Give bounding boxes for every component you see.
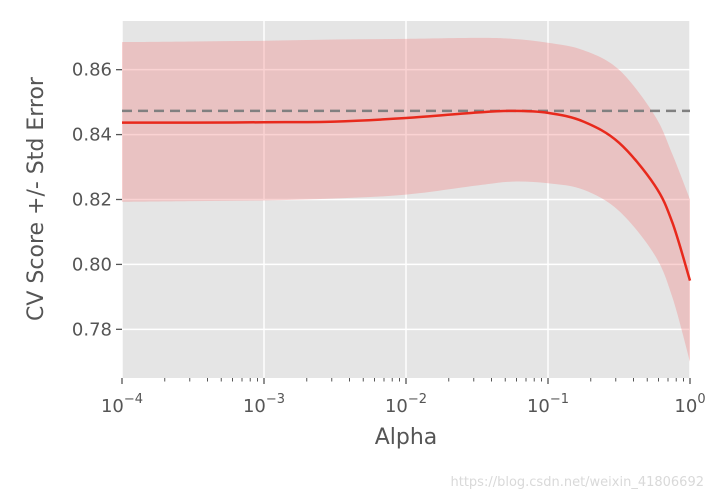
- x-tick-label: 100: [674, 392, 705, 417]
- x-tick-label: 10−3: [243, 392, 285, 417]
- y-tick-label: 0.84: [72, 125, 112, 146]
- y-axis-label: CV Score +/- Std Error: [24, 76, 49, 321]
- x-axis-ticks: 10−4 10−3 10−2 10−1 100: [101, 378, 706, 417]
- y-tick-label: 0.78: [72, 319, 112, 340]
- y-tick-label: 0.82: [72, 190, 112, 211]
- y-tick-label: 0.80: [72, 254, 112, 275]
- x-axis-label: Alpha: [375, 425, 438, 450]
- grid-lines: [121, 21, 691, 378]
- x-tick-label: 10−4: [101, 392, 143, 417]
- x-tick-label: 10−2: [385, 392, 427, 417]
- cv-score-line: [121, 109, 692, 282]
- std-error-band: [122, 37, 690, 362]
- y-tick-label: 0.86: [72, 60, 112, 81]
- y-axis-ticks: 0.78 0.80 0.82 0.84 0.86: [72, 60, 122, 340]
- watermark-text: https://blog.csdn.net/weixin_41806692: [450, 475, 704, 490]
- x-tick-label: 10−1: [527, 392, 569, 417]
